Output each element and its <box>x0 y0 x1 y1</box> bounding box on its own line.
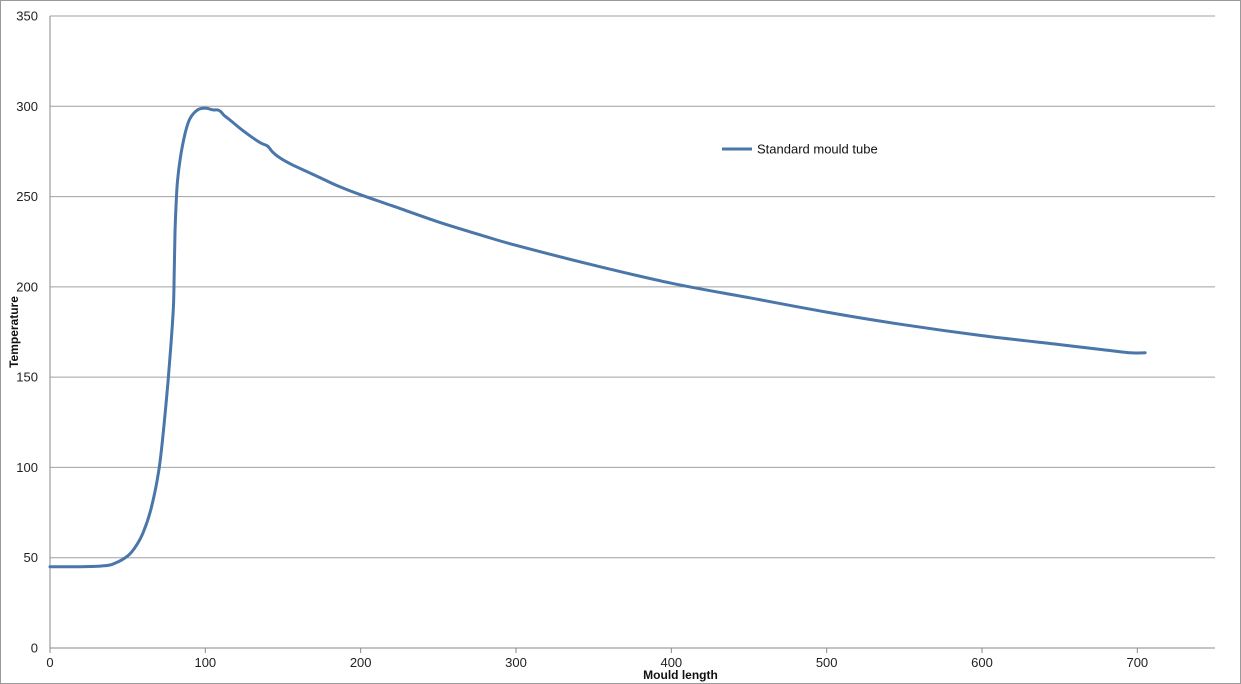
x-tick-label: 300 <box>505 655 527 670</box>
x-tick-label: 200 <box>350 655 372 670</box>
x-tick-label: 500 <box>816 655 838 670</box>
y-axis-title: Temperature <box>7 296 21 368</box>
legend: Standard mould tube <box>722 142 878 157</box>
y-tick-label: 250 <box>16 189 38 204</box>
series-line-0 <box>48 106 1147 569</box>
x-tick-label: 600 <box>971 655 993 670</box>
y-tick-label: 0 <box>31 641 38 656</box>
y-tick-label: 150 <box>16 370 38 385</box>
x-tick-labels: 0 100 200 300 400 500 600 700 <box>46 648 1148 670</box>
gridlines <box>50 15 1215 559</box>
x-axis-title: Mould length <box>643 668 718 682</box>
y-tick-label: 200 <box>16 279 38 294</box>
y-tick-label: 300 <box>16 99 38 114</box>
x-tick-label: 100 <box>194 655 216 670</box>
x-tick-label: 0 <box>46 655 53 670</box>
x-tick-label: 700 <box>1126 655 1148 670</box>
axes <box>49 16 1215 649</box>
x-tick-label: 400 <box>660 655 682 670</box>
y-tick-label: 50 <box>24 550 38 565</box>
series-group <box>48 106 1147 569</box>
y-tick-label: 350 <box>16 9 38 24</box>
y-tick-label: 100 <box>16 460 38 475</box>
y-tick-labels: 0 50 100 150 200 250 300 350 <box>16 9 38 656</box>
legend-label: Standard mould tube <box>757 142 878 157</box>
